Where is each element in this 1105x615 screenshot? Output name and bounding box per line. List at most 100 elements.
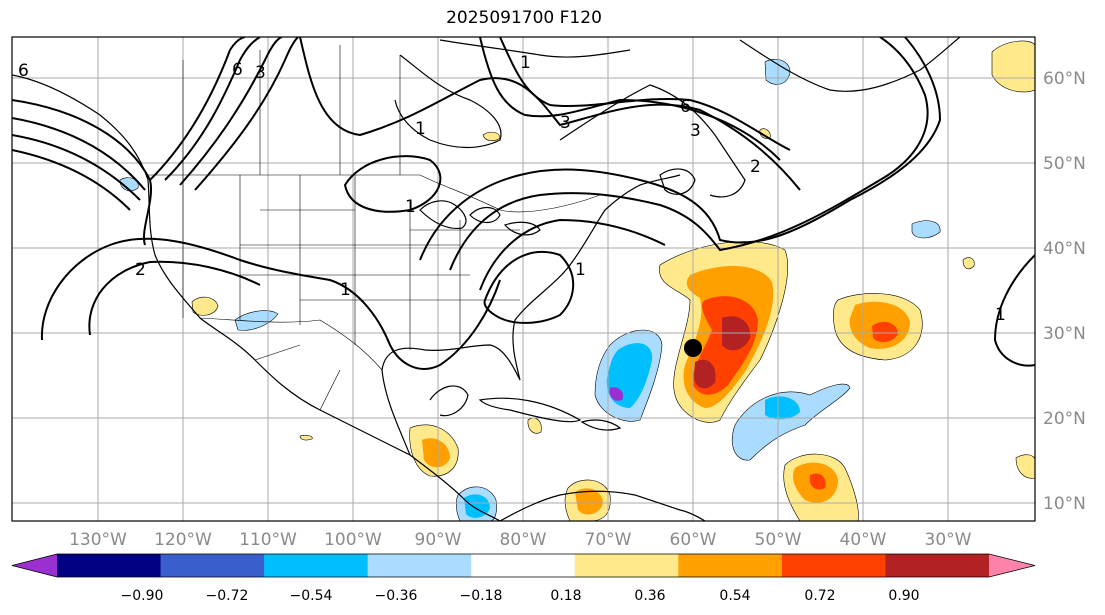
state-lines: [182, 175, 520, 350]
colorbar-segment: [57, 554, 162, 577]
contour-jet-2: [12, 117, 146, 191]
colorbar-tick: 0.90: [888, 588, 919, 604]
negative-anomaly-bc: [119, 177, 139, 192]
lon-label: 30°W: [925, 530, 972, 550]
contour-ridge-4: [194, 37, 299, 191]
lon-label: 60°W: [670, 530, 717, 550]
lon-label: 80°W: [500, 530, 547, 550]
contour-label: 1: [575, 260, 586, 280]
contour-label: 3: [255, 63, 266, 83]
anomaly-fills: [119, 40, 1035, 521]
greenland-coast: [739, 37, 961, 92]
contour-label: 2: [750, 157, 761, 177]
contour-eastern-trough-2: [449, 37, 929, 271]
contour-trough-2: [479, 37, 781, 161]
negative-anomaly-midatlantic-north: [911, 220, 941, 239]
contour-labels: 6 6 3 1 3 1 1 2 1 3 1 6 2 1: [18, 53, 1006, 325]
negative-anomaly-southeast-core: [765, 396, 800, 420]
longitude-labels: 130°W 120°W 110°W 100°W 90°W 80°W 70°W 6…: [69, 530, 972, 550]
arctic-islands: [439, 39, 631, 58]
colorbar-segment: [160, 554, 265, 577]
negative-anomaly-purple: [609, 387, 624, 401]
lat-label: 30°N: [1043, 324, 1086, 344]
lon-label: 50°W: [755, 530, 802, 550]
contour-label: 1: [405, 197, 416, 217]
contour-label: 3: [690, 121, 701, 141]
positive-anomaly-40w-core: [872, 321, 898, 343]
lat-label: 20°N: [1043, 409, 1086, 429]
labrador-coast: [559, 84, 746, 198]
contour-southern-2: [88, 260, 261, 336]
colorbar-segment: [885, 554, 990, 577]
contour-label: 2: [135, 260, 146, 280]
contour-label: 1: [520, 53, 531, 73]
colorbar-tick: −0.72: [206, 588, 249, 604]
lon-label: 40°W: [840, 530, 887, 550]
colorbar-tick: 0.18: [550, 588, 581, 604]
newfoundland: [659, 168, 696, 195]
north-america-west-coast: [12, 74, 501, 521]
negative-anomaly-southeast: [731, 383, 851, 461]
lon-label: 130°W: [69, 530, 127, 550]
lat-label: 50°N: [1043, 154, 1086, 174]
colorbar: [11, 553, 1036, 578]
contour-upper-low: [343, 155, 442, 213]
contour-label: 1: [340, 280, 351, 300]
contour-eastern-edge: [993, 254, 1035, 367]
positive-anomaly-venezuela-core: [575, 488, 603, 515]
contour-jet-3: [12, 134, 141, 201]
contour-label: 6: [232, 60, 243, 80]
latitude-labels: 60°N 50°N 40°N 30°N 20°N 10°N: [1043, 69, 1086, 514]
positive-anomaly-pacific-small: [299, 434, 313, 441]
political-boundaries: [148, 45, 601, 411]
colorbar-segment: [574, 554, 679, 577]
colorbar-segment: [678, 554, 783, 577]
lon-label: 100°W: [324, 530, 382, 550]
colorbar-tick: 0.54: [719, 588, 750, 604]
contour-label: 1: [415, 119, 426, 139]
contour-ridge-1: [149, 37, 246, 181]
positive-anomaly-east-edge: [1015, 454, 1035, 479]
gridlines: [12, 37, 1035, 521]
positive-anomaly-central-america-core: [422, 438, 450, 468]
contour-ridge-3: [179, 37, 283, 186]
lat-label: 10°N: [1043, 494, 1086, 514]
colorbar-tick: −0.18: [460, 588, 503, 604]
canada-provinces: [182, 45, 401, 175]
contour-label: 1: [995, 305, 1006, 325]
positive-anomaly-tiny-east: [962, 257, 975, 270]
lat-label: 60°N: [1043, 69, 1086, 89]
lat-label: 40°N: [1043, 239, 1086, 259]
great-lakes: [419, 200, 541, 236]
hudson-bay: [394, 54, 502, 149]
cuba: [478, 397, 582, 423]
colorbar-segment: [781, 554, 886, 577]
map-border: [11, 36, 1036, 522]
contour-southern-1: [40, 237, 501, 370]
negative-anomaly-gulf-california: [234, 310, 279, 331]
contour-label: 6: [680, 97, 691, 117]
lon-label: 120°W: [154, 530, 212, 550]
colorbar-tick: 0.72: [804, 588, 835, 604]
south-america-coast: [499, 490, 706, 521]
contour-eastern-trough: [419, 37, 942, 261]
hispaniola: [580, 419, 622, 431]
mexico-states: [254, 344, 341, 411]
contour-coastal-low: [483, 251, 575, 324]
colorbar-tick: −0.54: [290, 588, 333, 604]
lon-label: 90°W: [415, 530, 462, 550]
colorbar-tick: −0.36: [375, 588, 418, 604]
us-mexico-border: [199, 317, 383, 371]
colorbar-tick: −0.90: [121, 588, 164, 604]
colorbar-extend-high: [989, 554, 1035, 577]
contour-trough-3: [499, 37, 791, 151]
lon-label: 70°W: [585, 530, 632, 550]
map-title: 2025091700 F120: [446, 8, 602, 28]
contour-lines: [12, 37, 1035, 370]
contour-label: 6: [18, 61, 29, 81]
colorbar-segment: [471, 554, 576, 577]
contour-jet-1: [12, 99, 152, 246]
yucatan: [429, 385, 469, 417]
contour-eastern-trough-3: [479, 218, 666, 291]
